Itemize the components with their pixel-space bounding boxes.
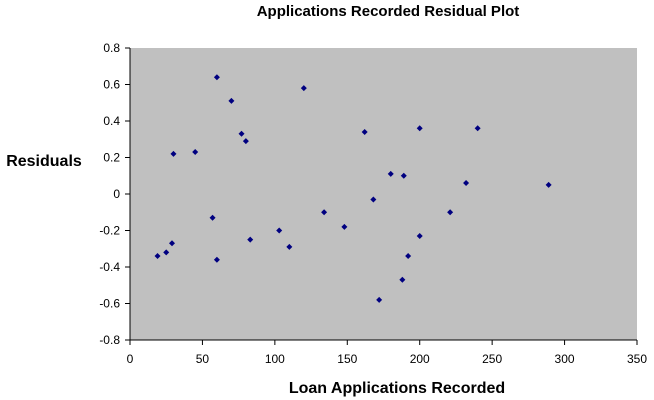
data-point bbox=[238, 130, 245, 137]
data-point bbox=[242, 138, 249, 145]
data-point bbox=[192, 149, 199, 156]
x-axis-label: Loan Applications Recorded bbox=[289, 380, 505, 397]
x-tick-label: 100 bbox=[265, 352, 285, 366]
x-tick-label: 300 bbox=[555, 352, 575, 366]
y-tick-label: -0.4 bbox=[99, 260, 120, 274]
data-point bbox=[405, 253, 412, 260]
data-points bbox=[154, 74, 552, 303]
data-point bbox=[228, 97, 235, 104]
data-point bbox=[387, 170, 394, 177]
x-tick-label: 250 bbox=[482, 352, 502, 366]
y-tick-label: -0.8 bbox=[99, 333, 120, 347]
plot-area bbox=[130, 48, 637, 340]
data-point bbox=[247, 236, 254, 243]
data-point bbox=[463, 180, 470, 187]
y-tick-label: 0.6 bbox=[103, 78, 120, 92]
data-point bbox=[300, 85, 307, 92]
y-tick-label: -0.6 bbox=[99, 297, 120, 311]
y-tick-label: -0.2 bbox=[99, 224, 120, 238]
data-point bbox=[213, 256, 220, 263]
x-tick-label: 200 bbox=[410, 352, 430, 366]
x-tick-label: 350 bbox=[627, 352, 647, 366]
data-point bbox=[376, 296, 383, 303]
data-point bbox=[361, 128, 368, 135]
data-point bbox=[399, 276, 406, 283]
data-point bbox=[154, 253, 161, 260]
data-point bbox=[447, 209, 454, 216]
data-point bbox=[474, 125, 481, 132]
data-point bbox=[213, 74, 220, 81]
data-point bbox=[545, 181, 552, 188]
data-point bbox=[163, 249, 170, 256]
data-point bbox=[370, 196, 377, 203]
y-tick-label: 0.2 bbox=[103, 151, 120, 165]
y-axis-ticks: 0.8 0.6 0.4 0.2 0 -0.2 -0.4 -0.6 -0.8 bbox=[99, 41, 130, 347]
x-tick-label: 150 bbox=[337, 352, 357, 366]
data-point bbox=[416, 125, 423, 132]
x-axis-ticks: 0 50 100 150 200 250 300 350 bbox=[127, 340, 647, 366]
chart-title: Applications Recorded Residual Plot bbox=[257, 3, 520, 20]
y-tick-label: 0 bbox=[113, 187, 120, 201]
data-point bbox=[209, 214, 216, 221]
data-point bbox=[400, 172, 407, 179]
y-tick-label: 0.8 bbox=[103, 41, 120, 55]
data-point bbox=[286, 243, 293, 250]
x-tick-label: 0 bbox=[127, 352, 134, 366]
data-point bbox=[276, 227, 283, 234]
data-point bbox=[169, 240, 176, 247]
x-tick-label: 50 bbox=[196, 352, 210, 366]
data-point bbox=[170, 150, 177, 157]
data-point bbox=[416, 232, 423, 239]
data-point bbox=[341, 223, 348, 230]
data-point bbox=[321, 209, 328, 216]
y-tick-label: 0.4 bbox=[103, 114, 120, 128]
y-axis-label: Residuals bbox=[6, 153, 82, 170]
